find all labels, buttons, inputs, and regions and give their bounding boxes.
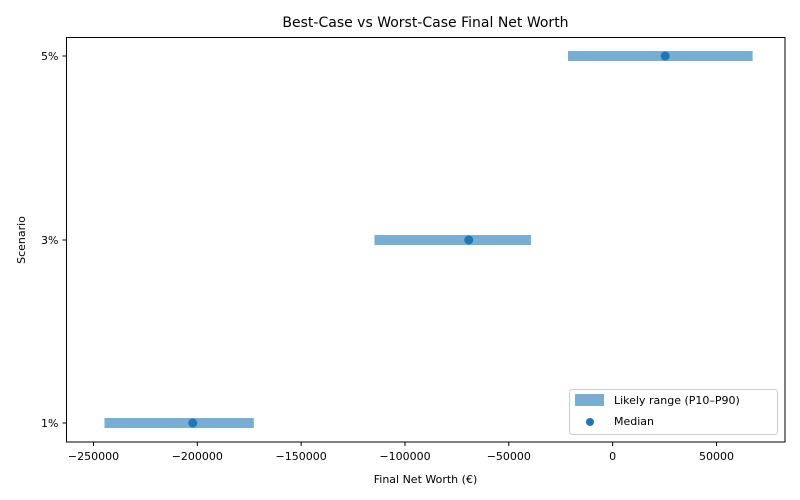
- x-axis-label: Final Net Worth (€): [374, 473, 478, 486]
- legend-median-label: Median: [614, 415, 654, 428]
- x-tick-label: −200000: [172, 450, 223, 463]
- legend-median-marker: [586, 418, 594, 426]
- median-point: [464, 235, 474, 245]
- y-tick-label: 5%: [41, 50, 58, 63]
- median-markers: [188, 51, 670, 428]
- range-bar: [567, 51, 753, 61]
- chart-title: Best-Case vs Worst-Case Final Net Worth: [282, 15, 568, 31]
- legend-range-label: Likely range (P10–P90): [614, 394, 740, 407]
- y-tick-label: 1%: [41, 417, 58, 430]
- x-tick-label: 50000: [699, 450, 734, 463]
- range-bar: [104, 418, 254, 428]
- x-tick-label: −250000: [68, 450, 119, 463]
- range-bar: [374, 235, 532, 245]
- y-axis-ticks: 1% 3% 5%: [41, 50, 67, 430]
- range-bars: [104, 51, 753, 428]
- legend-frame: [569, 389, 778, 435]
- x-tick-label: −100000: [379, 450, 430, 463]
- y-axis-label: Scenario: [15, 216, 28, 264]
- y-tick-label: 3%: [41, 234, 58, 247]
- x-tick-label: −150000: [276, 450, 327, 463]
- legend: Likely range (P10–P90) Median: [569, 389, 778, 435]
- median-point: [188, 418, 198, 428]
- legend-range-swatch: [575, 394, 604, 406]
- x-axis-ticks: −250000 −200000 −150000 −100000 −50000 0 50000: [68, 442, 734, 463]
- x-tick-label: 0: [609, 450, 616, 463]
- x-tick-label: −50000: [487, 450, 531, 463]
- median-point: [660, 51, 670, 61]
